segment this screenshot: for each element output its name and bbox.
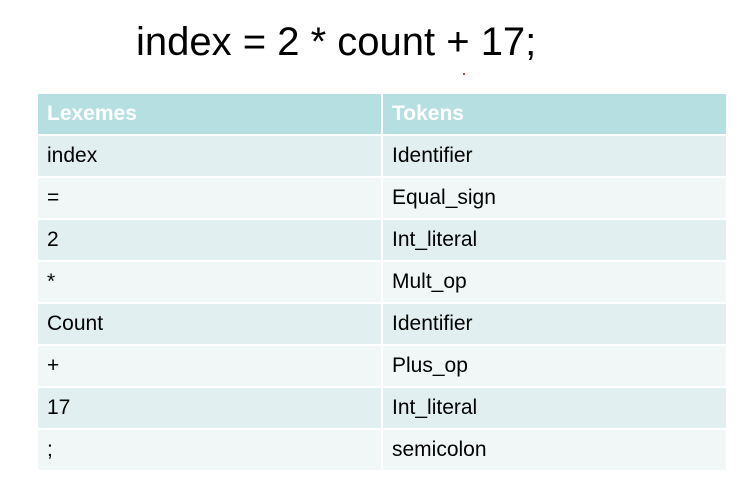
- table-row: ; semicolon: [38, 429, 726, 472]
- table-row: 17 Int_literal: [38, 387, 726, 430]
- lexeme-cell: ;: [38, 429, 383, 472]
- token-cell: Equal_sign: [382, 177, 726, 220]
- lexeme-cell: Count: [38, 303, 383, 346]
- table-row: Count Identifier: [38, 303, 726, 346]
- table-row: index Identifier: [38, 135, 726, 178]
- lexeme-cell: =: [38, 177, 383, 220]
- table-row: * Mult_op: [38, 261, 726, 304]
- token-cell: Identifier: [382, 303, 726, 346]
- column-header-lexemes: Lexemes: [38, 94, 383, 136]
- token-cell: Identifier: [382, 135, 726, 178]
- table-header-row: Lexemes Tokens: [38, 94, 726, 136]
- column-header-tokens: Tokens: [382, 94, 726, 136]
- lexeme-cell: 17: [38, 387, 383, 430]
- table-row: + Plus_op: [38, 345, 726, 388]
- table-row: = Equal_sign: [38, 177, 726, 220]
- lexeme-cell: index: [38, 135, 383, 178]
- lexeme-cell: *: [38, 261, 383, 304]
- lexeme-cell: 2: [38, 219, 383, 262]
- token-cell: Mult_op: [382, 261, 726, 304]
- token-cell: Int_literal: [382, 219, 726, 262]
- lexeme-cell: +: [38, 345, 383, 388]
- table-row: 2 Int_literal: [38, 219, 726, 262]
- token-cell: Int_literal: [382, 387, 726, 430]
- decorative-speck: [463, 73, 465, 75]
- token-cell: semicolon: [382, 429, 726, 472]
- lexeme-token-table: Lexemes Tokens index Identifier = Equal_…: [38, 94, 726, 472]
- statement-heading: index = 2 * count + 17;: [136, 20, 537, 64]
- token-cell: Plus_op: [382, 345, 726, 388]
